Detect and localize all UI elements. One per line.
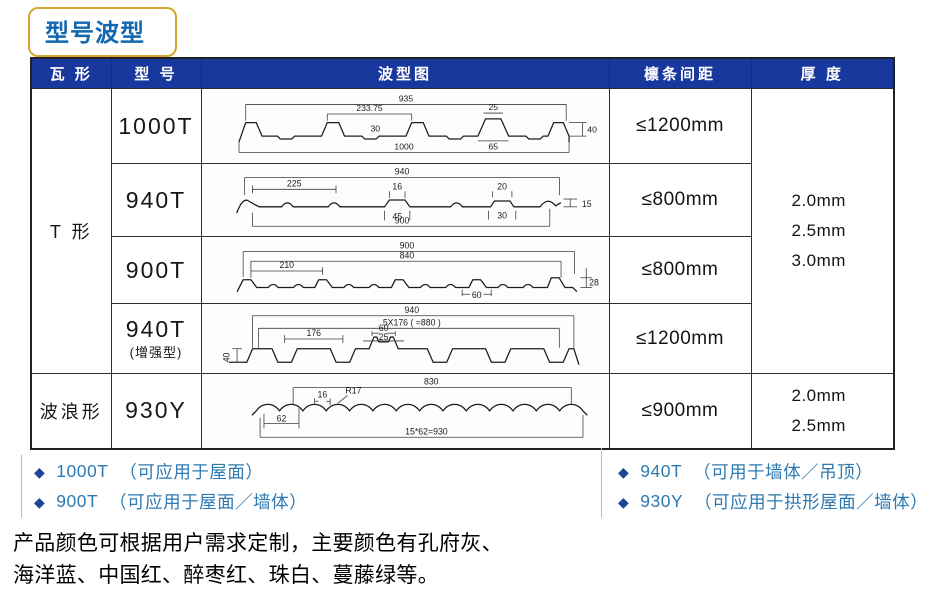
wave-profile-diagram-900t: 900 840 210 60 28 xyxy=(236,240,599,300)
thickness-cell: 2.0mm 2.5mm xyxy=(750,373,895,449)
dim-label: 20 xyxy=(497,181,507,191)
purlin-spacing-cell: ≤800mm xyxy=(608,163,752,237)
note-item-940t: ◆ 940T （可用于墙体／吊顶） xyxy=(618,459,873,484)
shape-cell-wave-type: 波浪形 xyxy=(30,373,112,449)
wave-profile-diagram-930y: 830 16 R17 62 15*62=930 xyxy=(251,377,588,438)
note-desc: （可应用于拱形屋面／墙体） xyxy=(694,492,929,512)
diamond-bullet-icon: ◆ xyxy=(618,463,630,480)
diamond-bullet-icon: ◆ xyxy=(34,463,46,480)
dim-label: 940 xyxy=(405,306,420,315)
table-row: 940T 940 225 16 45 20 30 900 15 xyxy=(31,163,894,237)
color-customization-note: 产品颜色可根据用户需求定制，主要颜色有孔府灰、 海洋蓝、中国红、醉枣红、珠白、蔓… xyxy=(13,528,503,591)
diagram-cell: 940 5X176 ( =880 ) 176 60 25 40 xyxy=(200,303,610,374)
dim-label: 176 xyxy=(306,328,321,338)
purlin-spacing-cell: ≤1200mm xyxy=(608,303,752,374)
dim-label: 40 xyxy=(221,352,231,362)
dim-label: 935 xyxy=(399,93,414,103)
footer-line: 海洋蓝、中国红、醉枣红、珠白、蔓藤绿等。 xyxy=(13,563,439,587)
diagram-cell: 830 16 R17 62 15*62=930 xyxy=(200,373,610,449)
table-row: 波浪形 930Y 830 16 R17 62 15*62=930 ≤900mm … xyxy=(30,373,895,449)
col-header-profile: 波型图 xyxy=(200,57,610,89)
dim-label: 900 xyxy=(400,240,415,250)
thickness-value: 2.5mm xyxy=(791,415,846,435)
note-item-1000t: ◆ 1000T （可应用于屋面） xyxy=(34,459,263,484)
note-desc: （可应用于屋面） xyxy=(119,462,264,482)
dim-label: 210 xyxy=(279,260,294,270)
diagram-cell: 935 233.75 30 25 65 1000 40 xyxy=(200,88,610,164)
dim-label: 60 xyxy=(472,290,482,300)
table-row: 900T 900 840 210 60 28 ≤800mm xyxy=(31,236,894,304)
thickness-value: 3.0mm xyxy=(791,251,846,270)
diamond-bullet-icon: ◆ xyxy=(34,493,46,510)
diagram-cell: 940 225 16 45 20 30 900 15 xyxy=(200,163,610,237)
col-header-shape: 瓦 形 xyxy=(30,57,112,89)
dim-label: 25 xyxy=(379,331,389,341)
note-item-930y: ◆ 930Y （可应用于拱形屋面／墙体） xyxy=(618,489,928,514)
shape-cell-t-type: T 形 xyxy=(30,88,112,374)
dim-label: 15*62=930 xyxy=(405,427,448,437)
model-cell: 930Y xyxy=(110,373,202,449)
table-row: T 形 1000T 935 233.75 30 25 65 1000 40 ≤1… xyxy=(30,88,895,374)
col-header-purlin-spacing: 檩条间距 xyxy=(608,57,752,89)
spec-table: 瓦 形 型 号 波型图 檩条间距 厚 度 T 形 1000T 935 233.7… xyxy=(30,57,895,450)
note-item-900t: ◆ 900T （可应用于屋面／墙体） xyxy=(34,489,307,514)
dim-label: 30 xyxy=(370,123,380,133)
purlin-spacing-cell: ≤800mm xyxy=(608,236,752,304)
divider-line xyxy=(21,455,22,518)
note-model: 930Y xyxy=(640,491,684,511)
model-cell: 1000T xyxy=(110,88,202,164)
dim-label: 62 xyxy=(277,414,287,424)
page-title-badge: 型号波型 xyxy=(28,7,177,57)
dim-label: 15 xyxy=(582,198,592,208)
model-cell: 940T (增强型) xyxy=(110,303,202,374)
dim-label: 45 xyxy=(392,211,402,221)
dim-label: 16 xyxy=(317,390,327,400)
thickness-value: 2.0mm xyxy=(791,191,846,210)
footer-line: 产品颜色可根据用户需求定制，主要颜色有孔府灰、 xyxy=(13,532,503,555)
note-desc: （可用于墙体／吊顶） xyxy=(693,462,874,482)
dim-label: 5X176 ( =880 ) xyxy=(383,317,441,327)
wave-profile-diagram-1000t: 935 233.75 30 25 65 1000 40 xyxy=(238,93,597,153)
note-model: 900T xyxy=(56,491,99,511)
model-cell: 940T xyxy=(110,163,202,237)
note-model: 1000T xyxy=(56,461,109,481)
thickness-value: 2.0mm xyxy=(791,385,846,405)
diagram-cell: 900 840 210 60 28 xyxy=(200,236,610,304)
page-title: 型号波型 xyxy=(45,20,145,47)
table-row: 940T (增强型) 940 5X176 ( =880 ) 176 60 25 … xyxy=(31,303,894,374)
note-desc: （可应用于屋面／墙体） xyxy=(109,492,308,512)
col-header-model: 型 号 xyxy=(110,57,202,89)
model-label: 940T xyxy=(125,316,187,342)
dim-label: 65 xyxy=(488,141,498,151)
note-model: 940T xyxy=(640,461,683,481)
dim-label: 16 xyxy=(392,181,402,191)
dim-label: 30 xyxy=(497,210,507,220)
dim-label: 60 xyxy=(379,323,389,333)
purlin-spacing-cell: ≤1200mm xyxy=(608,88,752,164)
purlin-spacing-cell: ≤900mm xyxy=(608,373,752,449)
dim-label: 840 xyxy=(400,250,415,260)
dim-label: 940 xyxy=(395,166,410,176)
dim-label: 25 xyxy=(488,102,498,112)
dim-label: 233.75 xyxy=(356,103,383,113)
col-header-thickness: 厚 度 xyxy=(750,57,895,89)
dim-label: 900 xyxy=(395,215,410,225)
wave-profile-diagram-940t: 940 225 16 45 20 30 900 15 xyxy=(236,166,592,227)
dim-label: 225 xyxy=(287,178,302,188)
divider-line xyxy=(601,448,602,518)
table-header-row: 瓦 形 型 号 波型图 檩条间距 厚 度 xyxy=(30,57,895,89)
dim-label: 1000 xyxy=(394,141,413,151)
diamond-bullet-icon: ◆ xyxy=(618,493,630,510)
wave-profile-diagram-940t-reinforced: 940 5X176 ( =880 ) 176 60 25 40 xyxy=(221,306,580,365)
dim-label: 40 xyxy=(587,124,597,134)
dim-label: 830 xyxy=(424,377,439,387)
thickness-cell: 2.0mm 2.5mm 3.0mm xyxy=(750,88,895,374)
model-note: (增强型) xyxy=(129,345,183,360)
thickness-value: 2.5mm xyxy=(791,221,846,240)
model-cell: 900T xyxy=(110,236,202,304)
dim-label: 28 xyxy=(589,277,599,287)
dim-label: R17 xyxy=(345,386,361,396)
